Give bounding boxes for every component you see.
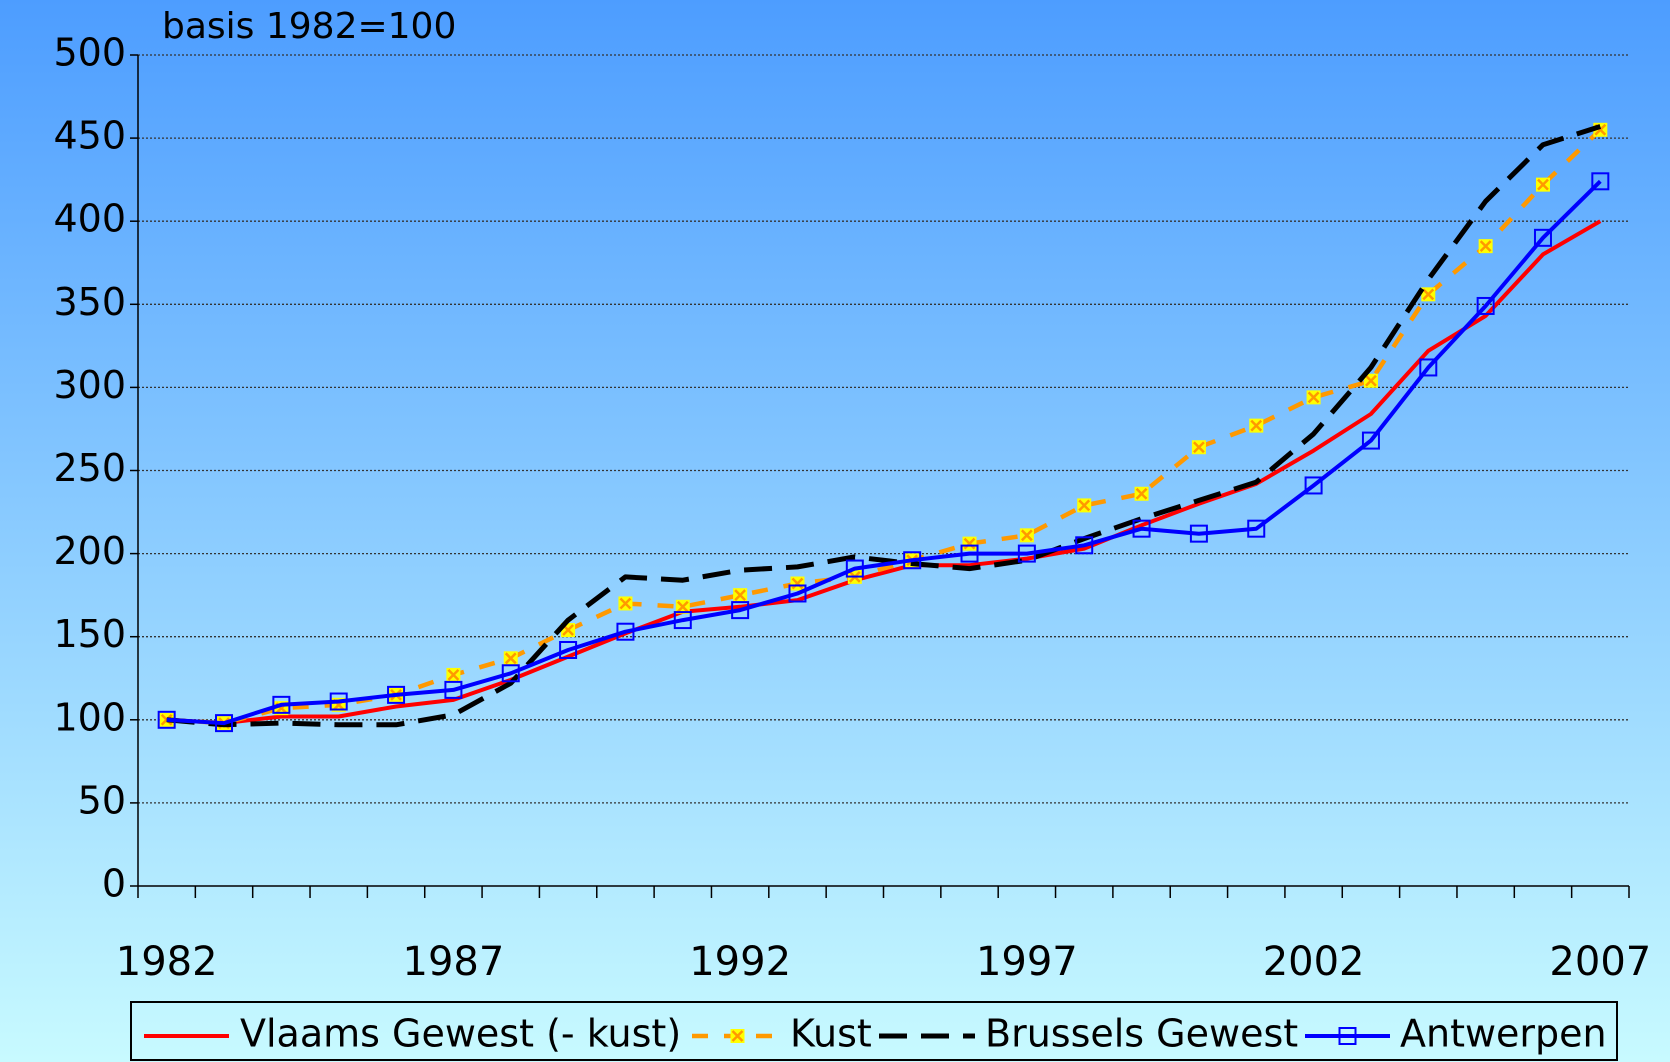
marker-x <box>160 713 173 726</box>
marker-x <box>504 652 517 665</box>
marker-x <box>1422 288 1435 301</box>
marker <box>673 611 692 630</box>
marker <box>1017 544 1036 563</box>
legend: Vlaams Gewest (- kust) Kust Brussels Gewes… <box>130 1001 1618 1061</box>
marker-x <box>619 597 632 610</box>
y-tick-label: 450 <box>53 114 126 158</box>
marker-x <box>731 1030 744 1042</box>
marker <box>1361 431 1380 450</box>
y-tick-label: 50 <box>78 778 126 822</box>
y-tick-label: 250 <box>53 446 126 490</box>
marker-x <box>1193 441 1205 454</box>
marker <box>616 622 635 641</box>
legend-label: Kust <box>790 1012 872 1056</box>
marker-x <box>1479 240 1492 253</box>
series-line <box>166 219 1602 726</box>
series-line <box>166 128 1602 726</box>
marker <box>1338 1027 1357 1045</box>
legend-box <box>130 1001 1618 1061</box>
y-tick-label: 400 <box>53 197 126 241</box>
marker <box>1247 519 1266 538</box>
marker-x <box>1020 529 1033 542</box>
marker-x <box>1135 487 1148 500</box>
marker-x <box>676 600 689 613</box>
marker <box>559 640 578 659</box>
x-tick-label: 2002 <box>1263 939 1365 985</box>
marker <box>387 685 406 704</box>
y-tick-label: 150 <box>53 612 126 656</box>
x-tick-label: 1997 <box>976 939 1078 985</box>
marker-x <box>734 589 747 602</box>
marker <box>272 695 291 714</box>
marker <box>845 559 864 578</box>
marker-x <box>447 669 460 681</box>
marker-x <box>963 537 976 550</box>
marker <box>215 714 234 733</box>
marker <box>444 680 463 699</box>
marker <box>329 692 348 711</box>
marker <box>960 544 979 563</box>
marker <box>731 601 750 620</box>
y-tick-label: 100 <box>53 695 126 739</box>
marker-x <box>1307 391 1320 404</box>
series-line <box>166 124 1602 728</box>
marker <box>1533 228 1552 247</box>
x-tick-label: 1992 <box>689 939 791 985</box>
marker-x <box>1078 499 1091 512</box>
subtitle: basis 1982=100 <box>162 6 456 47</box>
y-tick-label: 500 <box>53 31 126 75</box>
marker-x <box>1537 178 1549 191</box>
marker <box>1075 536 1094 555</box>
legend-label: Vlaams Gewest (- kust) <box>240 1012 681 1056</box>
marker <box>157 710 176 729</box>
marker <box>1189 524 1208 543</box>
y-tick-label: 350 <box>53 280 126 324</box>
x-tick-label: 1987 <box>403 939 505 985</box>
y-tick-label: 300 <box>53 363 126 407</box>
y-tick-label: 200 <box>53 529 126 573</box>
marker-x <box>1250 419 1263 432</box>
marker <box>1476 296 1495 315</box>
marker <box>903 551 922 570</box>
marker <box>1591 172 1610 191</box>
x-tick-label: 1982 <box>116 939 218 985</box>
marker <box>788 584 807 603</box>
marker-x <box>1365 374 1377 387</box>
marker <box>1419 358 1438 377</box>
legend-label: Brussels Gewest <box>985 1012 1298 1056</box>
marker <box>501 664 520 683</box>
marker <box>1132 519 1151 538</box>
x-tick-label: 2007 <box>1549 939 1651 985</box>
series-line <box>166 179 1602 726</box>
legend-label: Antwerpen <box>1400 1012 1607 1056</box>
y-tick-label: 0 <box>102 862 126 906</box>
marker-x <box>791 577 804 590</box>
marker <box>1304 476 1323 495</box>
